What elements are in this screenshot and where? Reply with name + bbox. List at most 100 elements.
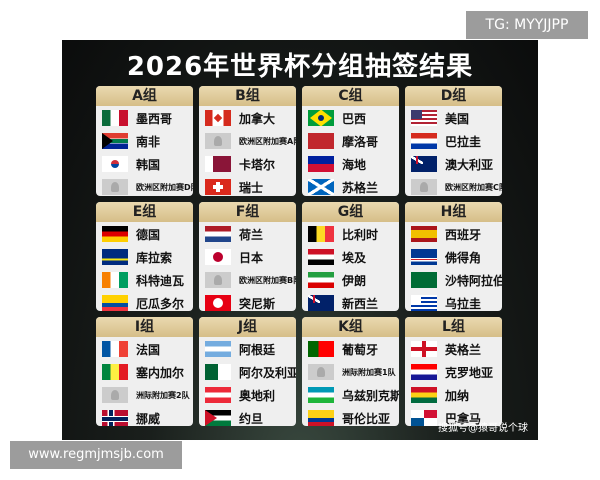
team-item: 欧洲区附加赛D队 <box>96 176 193 196</box>
flag-cv-icon <box>411 249 437 265</box>
flag-ec-icon <box>102 295 128 311</box>
group-title: I组 <box>96 317 193 337</box>
flag-tn-icon <box>205 295 231 311</box>
team-item: 比利时 <box>302 223 399 245</box>
group-card: C组 巴西 摩洛哥 海地 苏格兰 <box>302 86 399 196</box>
team-item: 苏格兰 <box>302 176 399 196</box>
flag-ma-icon <box>308 133 334 149</box>
flag-cw-icon <box>102 249 128 265</box>
team-name: 科特迪瓦 <box>136 273 185 288</box>
group-title: C组 <box>302 86 399 106</box>
team-name: 哥伦比亚 <box>342 411 391 426</box>
team-item: 韩国 <box>96 153 193 175</box>
flag-ph-icon <box>205 272 231 288</box>
flag-eg-icon <box>308 249 334 265</box>
group-card: K组 葡萄牙 洲际附加赛1队 乌兹别克斯坦 哥伦比亚 <box>302 317 399 426</box>
group-card: F组 荷兰 日本 欧洲区附加赛B队 突尼斯 <box>199 202 296 311</box>
team-name: 加拿大 <box>239 111 276 126</box>
flag-uz-icon <box>308 387 334 403</box>
group-title: D组 <box>405 86 502 106</box>
flag-py-icon <box>411 133 437 149</box>
group-card: H组 西班牙 佛得角 沙特阿拉伯 乌拉圭 <box>405 202 502 311</box>
flag-ph-icon <box>205 133 231 149</box>
team-item: 欧洲区附加赛A队 <box>199 130 296 152</box>
team-item: 南非 <box>96 130 193 152</box>
credit-watermark: 搜狐号@猿哥说个球 <box>438 423 528 434</box>
flag-au-icon <box>411 156 437 172</box>
team-item: 美国 <box>405 107 502 129</box>
flag-at-icon <box>205 387 231 403</box>
group-card: I组 法国 塞内加尔 洲际附加赛2队 挪威 <box>96 317 193 426</box>
flag-ph-icon <box>102 387 128 403</box>
team-name: 乌兹别克斯坦 <box>342 388 399 403</box>
team-name: 苏格兰 <box>342 180 379 195</box>
team-item: 洲际附加赛2队 <box>96 384 193 406</box>
flag-co-icon <box>308 410 334 426</box>
flag-nz-icon <box>308 295 334 311</box>
team-item: 巴拉圭 <box>405 130 502 152</box>
team-name: 德国 <box>136 227 161 242</box>
team-name: 法国 <box>136 342 161 357</box>
flag-sa-icon <box>411 272 437 288</box>
tg-badge: TG: MYYJJPP <box>466 11 588 39</box>
team-item: 哥伦比亚 <box>302 407 399 426</box>
team-item: 卡塔尔 <box>199 153 296 175</box>
team-item: 新西兰 <box>302 292 399 311</box>
flag-jp-icon <box>205 249 231 265</box>
team-name: 洲际附加赛2队 <box>136 390 190 400</box>
team-item: 澳大利亚 <box>405 153 502 175</box>
team-item: 墨西哥 <box>96 107 193 129</box>
team-name: 奥地利 <box>239 388 276 403</box>
flag-pt-icon <box>308 341 334 357</box>
team-item: 约旦 <box>199 407 296 426</box>
group-title: E组 <box>96 202 193 222</box>
group-card: E组 德国 库拉索 科特迪瓦 厄瓜多尔 <box>96 202 193 311</box>
flag-gh-icon <box>411 387 437 403</box>
team-name: 巴拿马 <box>445 411 482 426</box>
flag-kr-icon <box>102 156 128 172</box>
team-name: 约旦 <box>239 411 264 426</box>
flag-hr-icon <box>411 364 437 380</box>
team-item: 洲际附加赛1队 <box>302 361 399 383</box>
team-item: 法国 <box>96 338 193 360</box>
team-name: 瑞士 <box>239 180 264 195</box>
flag-ph-icon <box>102 179 128 195</box>
flag-qa-icon <box>205 156 231 172</box>
team-item: 德国 <box>96 223 193 245</box>
flag-ar-icon <box>205 341 231 357</box>
team-item: 英格兰 <box>405 338 502 360</box>
group-card: J组 阿根廷 阿尔及利亚 奥地利 约旦 <box>199 317 296 426</box>
team-item: 埃及 <box>302 246 399 268</box>
team-name: 西班牙 <box>445 227 482 242</box>
flag-nl-icon <box>205 226 231 242</box>
team-item: 塞内加尔 <box>96 361 193 383</box>
team-name: 美国 <box>445 111 470 126</box>
groups-grid: A组 墨西哥 南非 韩国 欧洲区附加赛D队 B组 加拿大 欧洲区附加赛A队 卡塔… <box>96 86 502 426</box>
team-name: 厄瓜多尔 <box>136 296 185 311</box>
team-item: 欧洲区附加赛C队 <box>405 176 502 196</box>
flag-ht-icon <box>308 156 334 172</box>
team-name: 克罗地亚 <box>445 365 494 380</box>
flag-ch-icon <box>205 179 231 195</box>
team-item: 克罗地亚 <box>405 361 502 383</box>
group-title: B组 <box>199 86 296 106</box>
group-title: J组 <box>199 317 296 337</box>
team-name: 日本 <box>239 250 264 265</box>
flag-uy-icon <box>411 295 437 311</box>
team-name: 英格兰 <box>445 342 482 357</box>
flag-ci-icon <box>102 272 128 288</box>
team-item: 海地 <box>302 153 399 175</box>
team-item: 摩洛哥 <box>302 130 399 152</box>
flag-no-icon <box>102 410 128 426</box>
group-card: A组 墨西哥 南非 韩国 欧洲区附加赛D队 <box>96 86 193 196</box>
flag-be-icon <box>308 226 334 242</box>
flag-fr-icon <box>102 341 128 357</box>
team-name: 塞内加尔 <box>136 365 185 380</box>
team-name: 佛得角 <box>445 250 482 265</box>
flag-ph-icon <box>411 179 437 195</box>
team-item: 葡萄牙 <box>302 338 399 360</box>
team-name: 欧洲区附加赛A队 <box>239 136 296 146</box>
team-name: 摩洛哥 <box>342 134 379 149</box>
group-title: L组 <box>405 317 502 337</box>
team-name: 伊朗 <box>342 273 367 288</box>
